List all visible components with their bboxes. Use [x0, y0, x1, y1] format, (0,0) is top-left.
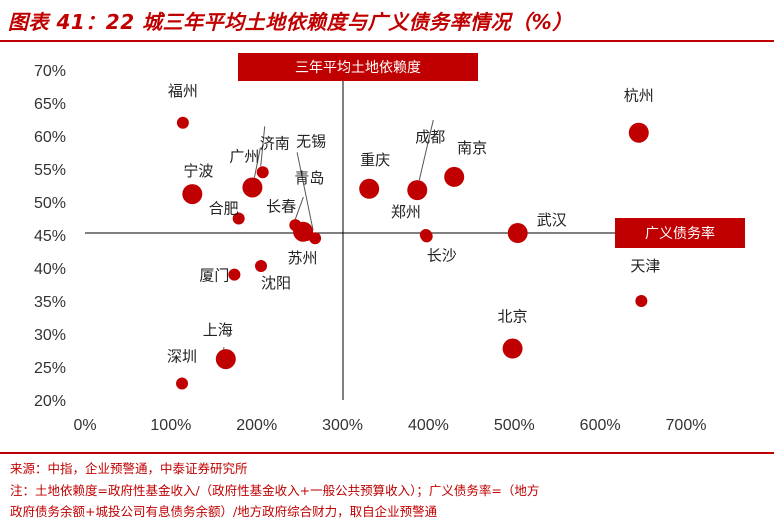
- x-tick-label: 700%: [666, 417, 707, 434]
- scatter-point: [407, 180, 428, 201]
- x-tick-label: 500%: [494, 417, 535, 434]
- scatter-point: [628, 122, 649, 143]
- scatter-point: [635, 295, 648, 307]
- scatter-point: [176, 377, 189, 390]
- point-label: 广州: [229, 147, 259, 165]
- x-tick-label: 100%: [150, 417, 191, 434]
- y-tick-label: 65%: [34, 96, 66, 113]
- scatter-point: [507, 223, 528, 244]
- scatter-point: [232, 212, 245, 225]
- point-label: 长沙: [427, 246, 457, 264]
- point-label: 宁波: [183, 162, 213, 180]
- scatter-point: [228, 268, 241, 281]
- point-label: 合肥: [209, 200, 239, 218]
- point-label: 郑州: [391, 203, 421, 221]
- title-divider: [0, 40, 774, 42]
- x-tick-label: 200%: [236, 417, 277, 434]
- scatter-point: [502, 338, 523, 359]
- footer-divider: [0, 452, 774, 454]
- point-label: 济南: [260, 134, 290, 152]
- footer-source: 来源：中指，企业预警通，中泰证券研究所: [10, 461, 248, 476]
- point-label: 青岛: [294, 169, 324, 187]
- point-label: 沈阳: [261, 274, 291, 292]
- scatter-point: [255, 260, 268, 273]
- point-label: 苏州: [288, 249, 318, 267]
- point-label: 南京: [457, 139, 487, 157]
- y-tick-label: 45%: [34, 228, 66, 245]
- y-tick-label: 35%: [34, 294, 66, 311]
- point-label: 北京: [498, 308, 528, 326]
- point-label: 武汉: [537, 211, 567, 229]
- x-tick-label: 600%: [580, 417, 621, 434]
- scatter-point: [359, 178, 380, 199]
- x-tick-label: 0%: [73, 417, 96, 434]
- point-label: 福州: [168, 82, 198, 100]
- scatter-point: [242, 177, 263, 198]
- point-label: 重庆: [360, 151, 390, 169]
- scatter-point: [444, 166, 465, 187]
- scatter-point: [420, 230, 433, 243]
- y-axis-title: 三年平均土地依赖度: [295, 60, 421, 76]
- x-tick-label: 300%: [322, 417, 363, 434]
- scatter-point: [176, 116, 189, 129]
- chart-title: 图表 41：22 城三年平均土地依赖度与广义债务率情况（%）: [8, 10, 573, 34]
- point-label: 深圳: [167, 348, 197, 366]
- x-tick-label: 400%: [408, 417, 449, 434]
- leader-line: [296, 152, 314, 231]
- leader-line: [253, 147, 261, 178]
- point-label: 杭州: [624, 87, 654, 105]
- y-tick-label: 40%: [34, 261, 66, 278]
- footer-note-line-2: 政府债务余额+城投公司有息债务余额）/地方政府综合财力，取自企业预警通: [10, 504, 438, 519]
- y-tick-label: 50%: [34, 195, 66, 212]
- leader-lines: [223, 120, 434, 352]
- point-label: 厦门: [199, 267, 229, 285]
- y-tick-label: 20%: [34, 393, 66, 410]
- x-axis-title-box: [615, 218, 745, 248]
- scatter-chart: 20% 25% 30% 35% 40% 45% 50% 55% 60% 65% 70% 0% 100%…: [34, 53, 745, 434]
- leader-line: [260, 126, 266, 167]
- y-tick-label: 60%: [34, 129, 66, 146]
- footer-note-line-1: 注：土地依赖度=政府性基金收入/（政府性基金收入+一般公共预算收入）；广义债务率…: [10, 483, 540, 498]
- x-axis-ticks: 0% 100% 200% 300% 400% 500% 600% 700%: [73, 417, 706, 434]
- data-points: [176, 116, 649, 390]
- y-axis-ticks: 20% 25% 30% 35% 40% 45% 50% 55% 60% 65% 70%: [34, 63, 66, 410]
- scatter-point: [215, 349, 236, 370]
- y-tick-label: 25%: [34, 360, 66, 377]
- point-label: 长春: [266, 198, 296, 216]
- scatter-point: [182, 184, 203, 205]
- y-tick-label: 55%: [34, 162, 66, 179]
- leader-line: [294, 196, 304, 220]
- x-axis-title: 广义债务率: [645, 225, 715, 242]
- point-label: 成都: [415, 128, 445, 146]
- y-tick-label: 70%: [34, 63, 66, 80]
- y-axis-title-box: [238, 53, 478, 81]
- y-tick-label: 30%: [34, 327, 66, 344]
- point-label: 天津: [630, 257, 660, 275]
- point-label: 无锡: [296, 132, 326, 150]
- point-label: 上海: [203, 321, 233, 339]
- scatter-point: [256, 166, 269, 179]
- scatter-point: [300, 229, 313, 241]
- leader-line: [418, 120, 434, 181]
